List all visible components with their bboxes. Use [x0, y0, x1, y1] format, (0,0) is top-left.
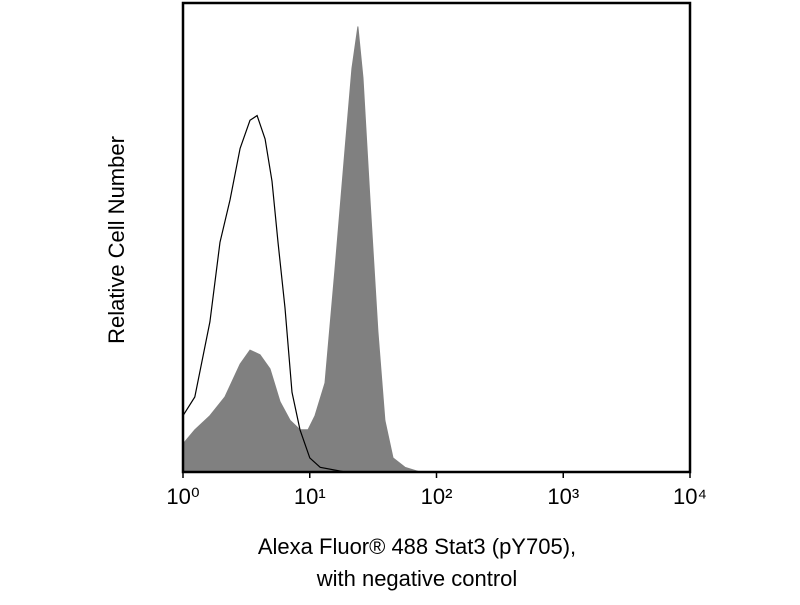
x-axis-label: Alexa Fluor® 488 Stat3 (pY705), [258, 534, 576, 559]
x-tick-label: 10⁰ [166, 484, 199, 509]
area [182, 26, 421, 473]
x-tick-label: 10⁴ [673, 484, 707, 509]
y-axis-label: Relative Cell Number [104, 136, 129, 344]
x-tick-label: 10³ [547, 484, 579, 509]
x-tick-label: 10¹ [294, 484, 326, 509]
line [182, 114, 346, 473]
x-tick-label: 10² [421, 484, 453, 509]
x-axis-label: with negative control [316, 566, 518, 591]
